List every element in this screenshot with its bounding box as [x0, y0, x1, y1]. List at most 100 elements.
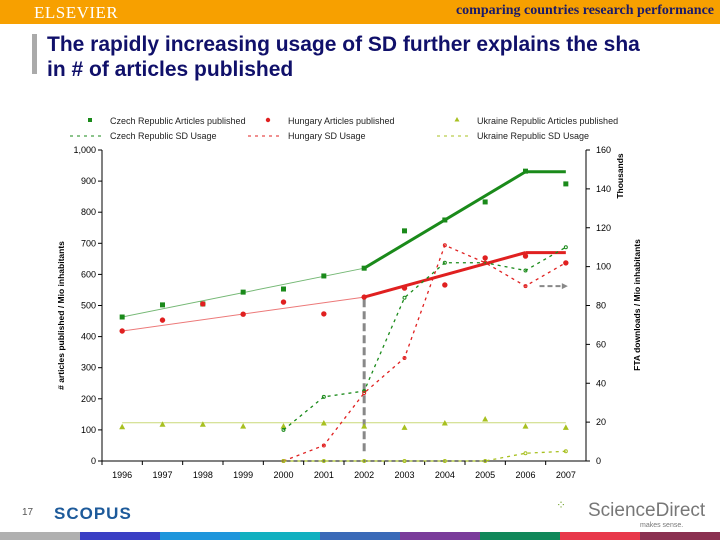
- title-line-1: The rapidly increasing usage of SD furth…: [47, 33, 640, 56]
- y-tick-label: 0: [91, 456, 96, 466]
- data-point-square: [240, 289, 246, 295]
- y2-tick-label: 40: [596, 378, 606, 388]
- series-point: [321, 394, 326, 399]
- series-line-3: [283, 246, 567, 431]
- y-tick-label: 300: [81, 363, 96, 373]
- x-tick-label: 1998: [193, 470, 213, 480]
- data-point-triangle: [320, 420, 327, 426]
- title-line-2: in # of articles published: [47, 58, 294, 81]
- x-tick-label: 1997: [152, 470, 172, 480]
- x-tick-label: 2006: [515, 470, 535, 480]
- color-segment: [160, 532, 240, 540]
- legend-label: Hungary SD Usage: [288, 131, 366, 141]
- y2-tick-label: 100: [596, 262, 611, 272]
- series-point: [362, 459, 367, 463]
- x-tick-label: 2000: [273, 470, 293, 480]
- x-tick-label: 2007: [556, 470, 576, 480]
- y2-tick-label: 140: [596, 184, 611, 194]
- series-point: [523, 284, 528, 289]
- data-point-circle: [240, 311, 246, 317]
- data-point-circle: [361, 294, 367, 300]
- sciencedirect-logo: ScienceDirect: [588, 500, 706, 521]
- data-point-triangle: [240, 423, 247, 429]
- y-axis-label: # articles published / Mio inhabitants: [56, 241, 66, 390]
- data-point-square: [281, 286, 286, 292]
- y2-unit-label: Thousands: [615, 153, 625, 199]
- arrow-head: [561, 283, 568, 290]
- elsevier-logo: ELSEVIER: [34, 3, 119, 22]
- data-point-triangle: [361, 423, 368, 429]
- footer-color-bar: [0, 532, 720, 540]
- series-point: [362, 390, 367, 395]
- series-point: [321, 443, 326, 448]
- data-point-square: [361, 265, 367, 271]
- data-point-triangle: [482, 416, 489, 422]
- series-point: [402, 355, 407, 360]
- y-tick-label: 700: [81, 238, 96, 248]
- legend-label: Ukraine Republic Articles published: [477, 116, 618, 126]
- data-point-circle: [401, 285, 408, 291]
- series-point: [321, 459, 326, 463]
- data-point-circle: [522, 253, 529, 259]
- data-point-square: [119, 314, 125, 320]
- series-point: [563, 449, 568, 454]
- data-point-circle: [119, 328, 125, 334]
- color-segment: [320, 532, 400, 540]
- series-point: [402, 295, 407, 300]
- y2-tick-label: 160: [596, 145, 611, 155]
- y2-tick-label: 0: [596, 456, 601, 466]
- y-tick-label: 400: [81, 332, 96, 342]
- data-point-triangle: [159, 421, 166, 427]
- color-segment: [560, 532, 640, 540]
- legend-marker: [265, 117, 271, 123]
- color-segment: [240, 532, 320, 540]
- data-point-triangle: [562, 424, 569, 430]
- series-point: [523, 268, 528, 273]
- data-point-triangle: [280, 423, 287, 429]
- data-point-triangle: [119, 423, 126, 430]
- top-bar: ELSEVIER comparing countries research pe…: [0, 0, 720, 24]
- data-point-triangle: [441, 420, 448, 426]
- series-point: [563, 260, 568, 265]
- legend-label: Czech Republic Articles published: [110, 116, 246, 126]
- series-point: [563, 245, 568, 250]
- data-point-circle: [321, 311, 327, 317]
- y-tick-label: 600: [81, 269, 96, 279]
- color-segment: [400, 532, 480, 540]
- series-point: [483, 459, 488, 463]
- color-segment: [0, 532, 80, 540]
- x-tick-label: 2004: [435, 470, 455, 480]
- page-number: 17: [22, 507, 34, 518]
- data-point-circle: [442, 282, 448, 288]
- legend-marker: [454, 117, 460, 122]
- slide-subject: comparing countries research performance: [455, 3, 714, 18]
- color-segment: [480, 532, 560, 540]
- series-point: [523, 451, 528, 456]
- y-tick-label: 800: [81, 207, 96, 217]
- y2-tick-label: 80: [596, 301, 606, 311]
- x-tick-label: 2005: [475, 470, 495, 480]
- color-segment: [640, 532, 720, 540]
- data-point-circle: [200, 301, 206, 307]
- y2-tick-label: 120: [596, 223, 611, 233]
- title-accent: [32, 34, 37, 74]
- x-tick-label: 1999: [233, 470, 253, 480]
- data-point-triangle: [199, 421, 206, 427]
- series-line-5: [283, 450, 566, 462]
- data-point-circle: [280, 299, 287, 305]
- y-tick-label: 900: [81, 176, 96, 186]
- data-point-square: [402, 228, 407, 234]
- x-tick-label: 2001: [314, 470, 334, 480]
- legend-label: Czech Republic SD Usage: [110, 131, 217, 141]
- series-point: [281, 459, 286, 463]
- series-point: [442, 260, 447, 265]
- sciencedirect-leaf-icon: ⁘: [556, 498, 567, 512]
- data-point-square: [523, 168, 528, 174]
- data-point-square: [160, 302, 165, 308]
- series-point: [281, 427, 286, 432]
- series-point: [442, 243, 447, 248]
- y-tick-label: 500: [81, 301, 96, 311]
- y-tick-label: 200: [81, 394, 96, 404]
- y2-tick-label: 20: [596, 417, 606, 427]
- data-point-square: [482, 199, 488, 205]
